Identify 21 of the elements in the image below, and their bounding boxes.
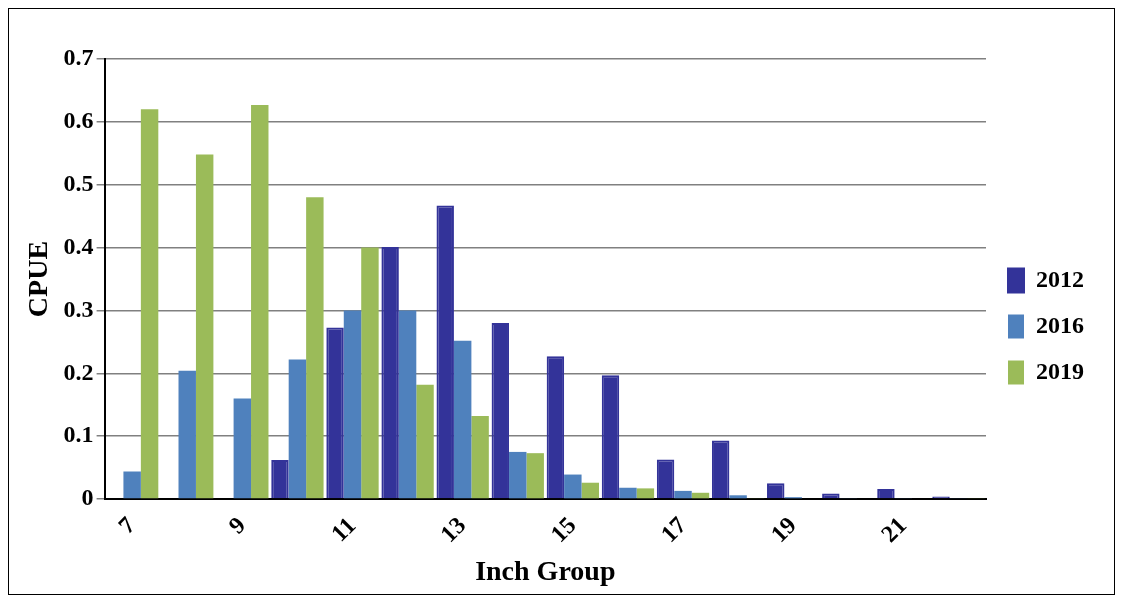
x-tick-label: 17 bbox=[655, 511, 691, 548]
y-tick-label: 0.2 bbox=[63, 358, 94, 385]
y-tick-label: 0 bbox=[81, 484, 94, 511]
x-tick-label: 13 bbox=[435, 511, 471, 548]
y-tick-label: 0.7 bbox=[63, 44, 94, 71]
x-tick-label: 15 bbox=[545, 511, 581, 548]
x-axis-title: Inch Group bbox=[475, 555, 616, 587]
x-tick-label: 19 bbox=[765, 511, 802, 548]
y-tick-label: 0.5 bbox=[63, 169, 94, 196]
x-tick-label: 7 bbox=[113, 511, 141, 539]
y-tick-label: 0.1 bbox=[63, 421, 94, 448]
y-tick-label: 0.3 bbox=[63, 295, 94, 322]
y-axis-title: CPUE bbox=[22, 240, 54, 318]
legend-label: 2012 bbox=[1036, 265, 1084, 292]
legend-label: 2019 bbox=[1036, 357, 1084, 384]
legend-label: 2016 bbox=[1036, 311, 1084, 338]
x-tick-label: 21 bbox=[875, 511, 912, 548]
x-tick-label: 11 bbox=[325, 511, 361, 547]
x-tick-label: 9 bbox=[223, 511, 251, 539]
y-tick-label: 0.6 bbox=[63, 107, 94, 134]
y-tick-label: 0.4 bbox=[63, 232, 94, 259]
